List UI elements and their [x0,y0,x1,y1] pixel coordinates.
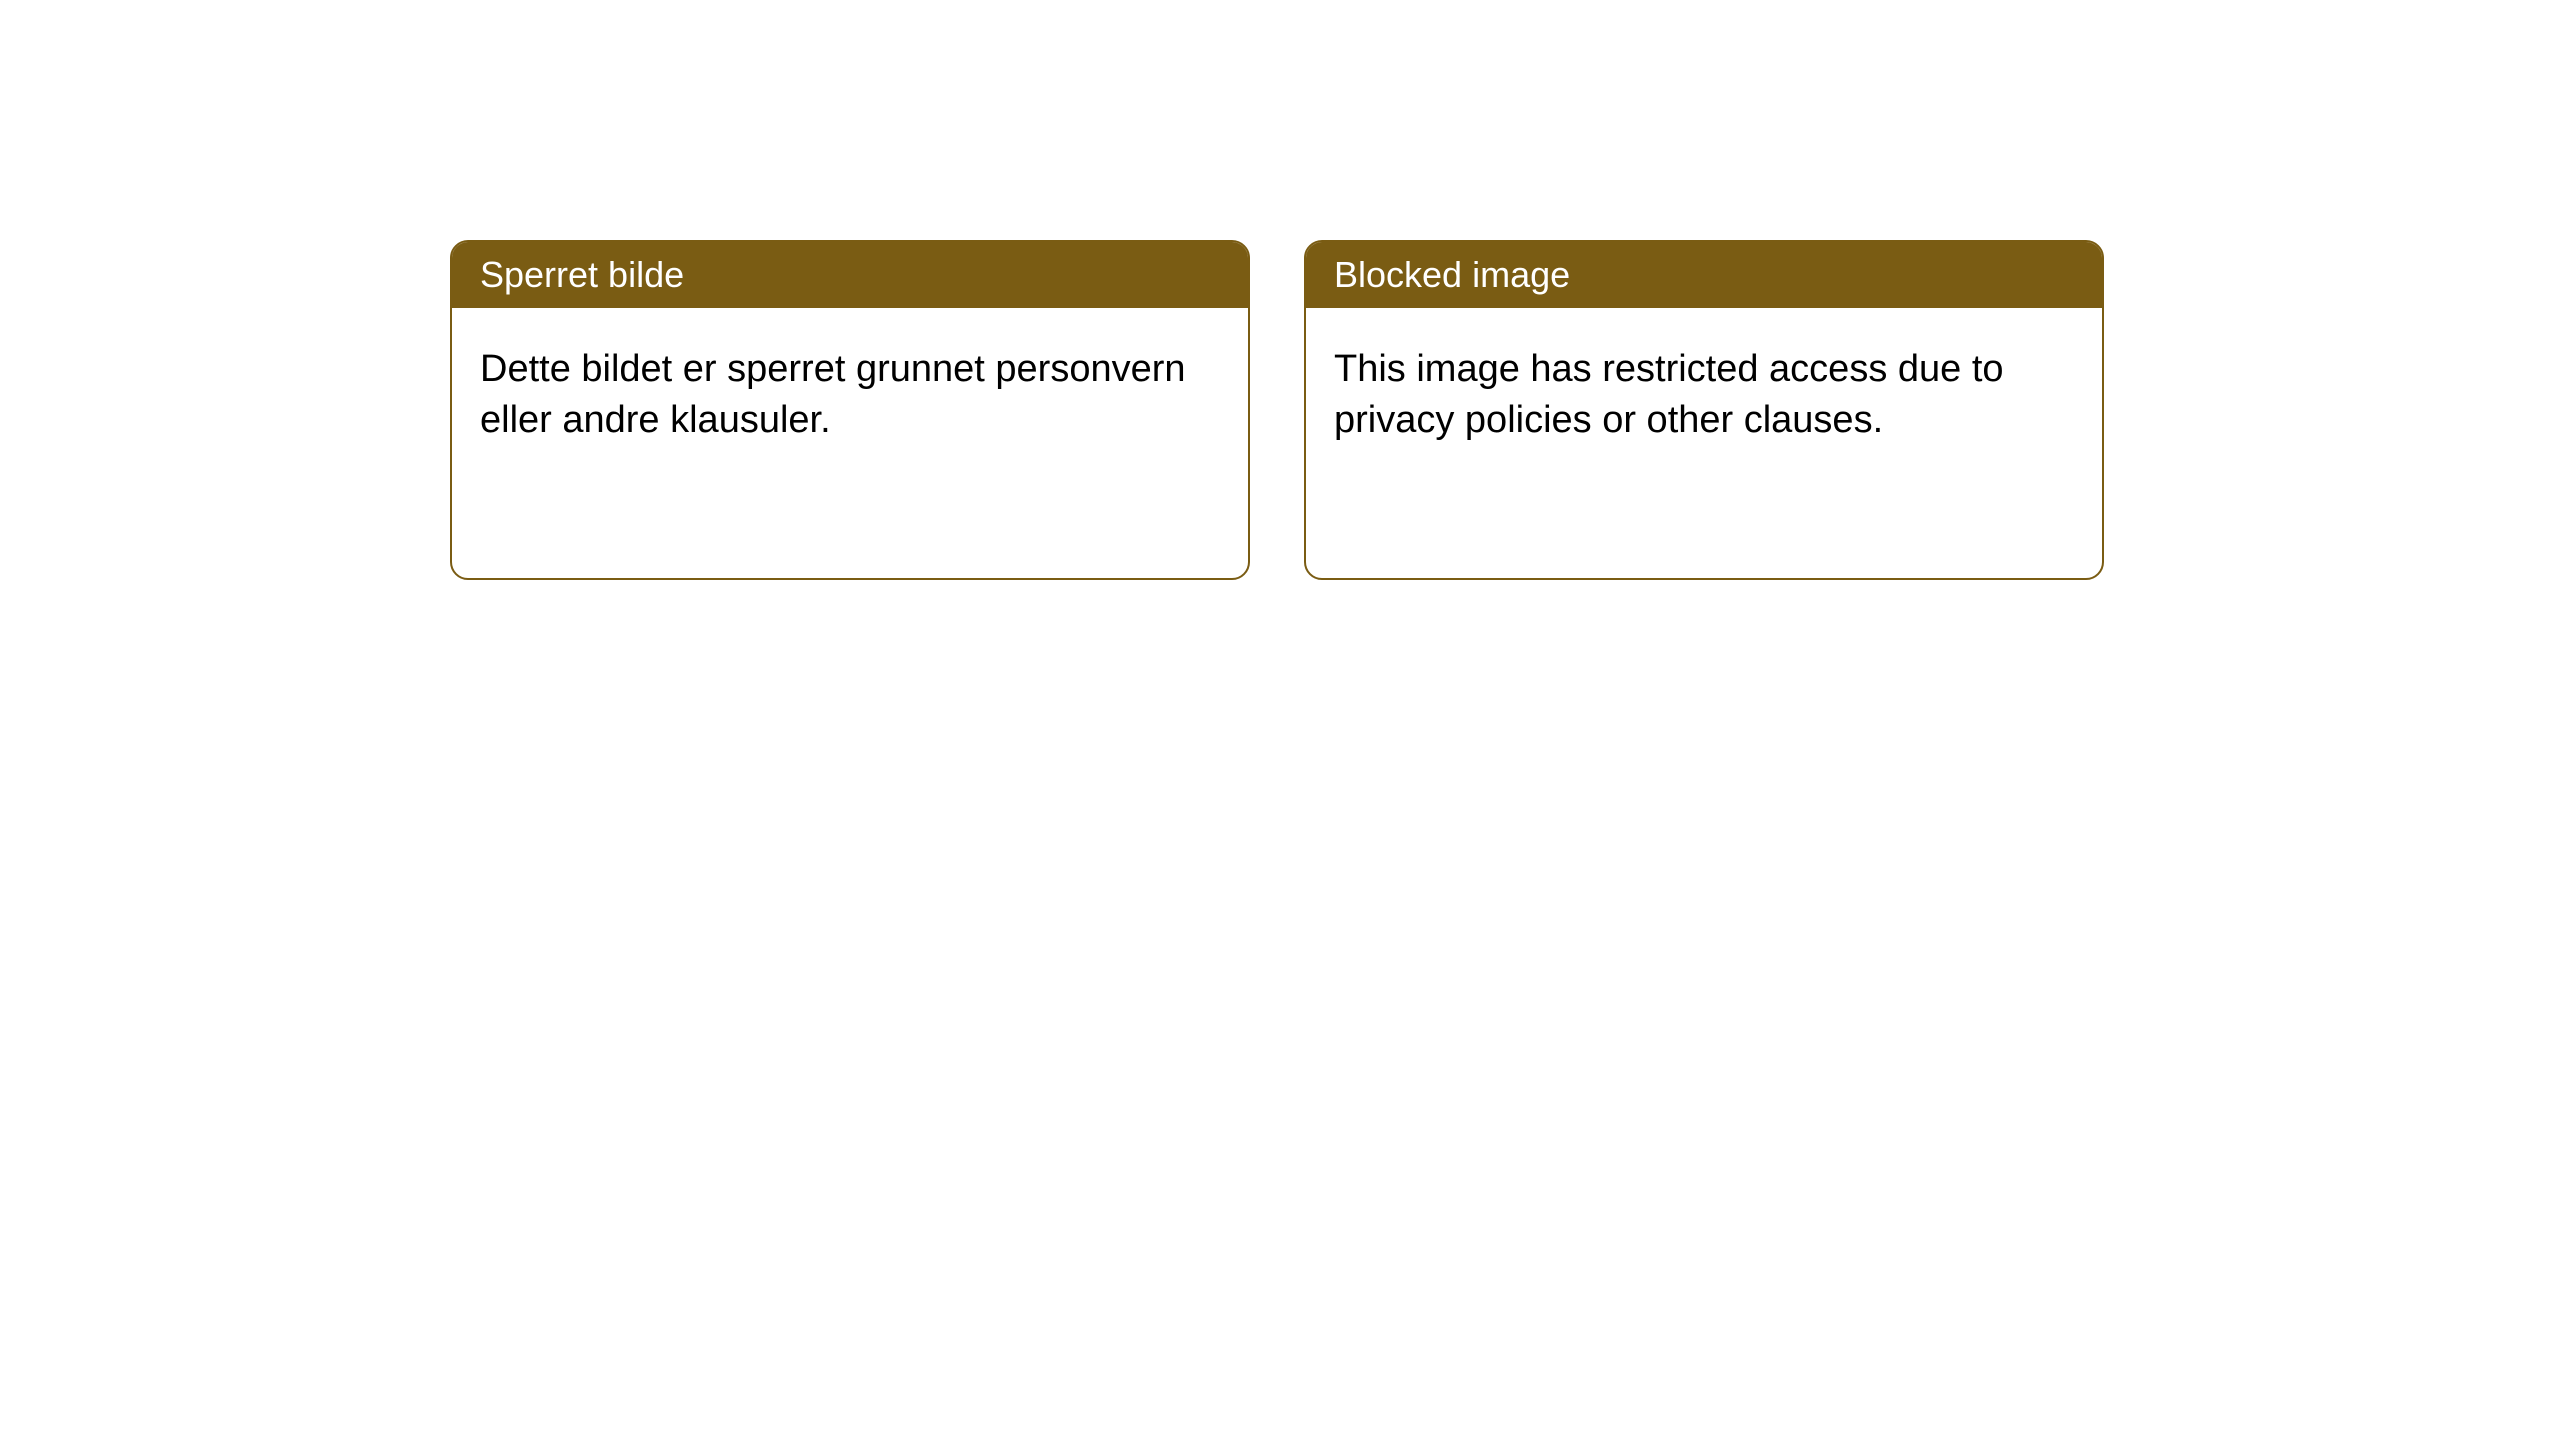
notice-card-body: Dette bildet er sperret grunnet personve… [452,308,1248,578]
notice-card-header: Sperret bilde [452,242,1248,308]
notice-card-body: This image has restricted access due to … [1306,308,2102,578]
notice-container: Sperret bilde Dette bildet er sperret gr… [450,240,2104,580]
notice-card-header: Blocked image [1306,242,2102,308]
notice-card-no: Sperret bilde Dette bildet er sperret gr… [450,240,1250,580]
notice-card-en: Blocked image This image has restricted … [1304,240,2104,580]
